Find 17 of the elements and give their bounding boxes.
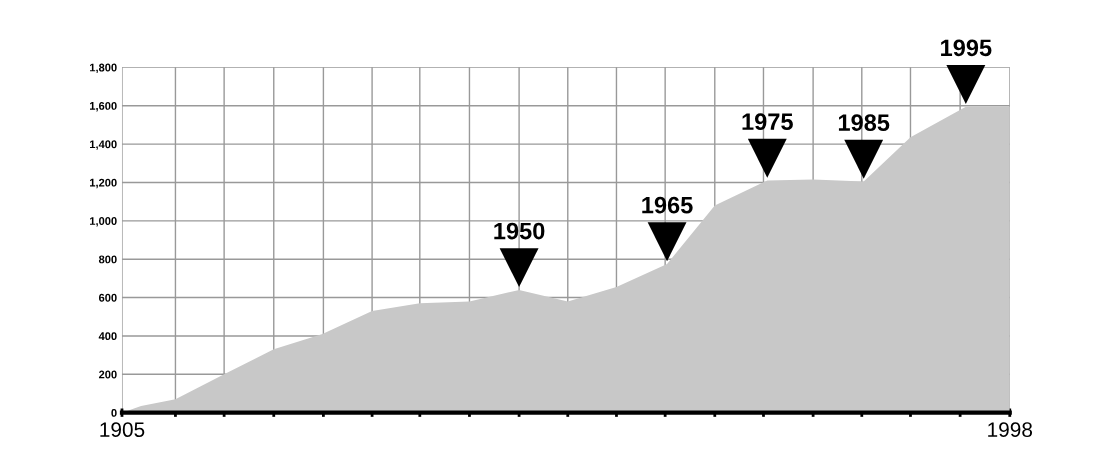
- y-tick-label: 800: [98, 255, 117, 264]
- annotation: 1985: [838, 114, 890, 131]
- y-tick-label: 200: [98, 370, 117, 379]
- annotation: 1950: [494, 222, 545, 240]
- annotation: 1995: [941, 39, 992, 57]
- y-tick-label: 1,400: [90, 140, 117, 150]
- y-tick-label: 400: [98, 332, 117, 341]
- x-tick-label: 1905: [100, 422, 145, 438]
- annotation: 1965: [642, 196, 693, 214]
- y-tick-label: 1,600: [90, 101, 117, 112]
- annotation: 1975: [742, 113, 793, 131]
- y-tick-label: 600: [98, 293, 117, 302]
- y-tick-label: 1,800: [90, 63, 117, 74]
- y-tick-label: 1,200: [90, 178, 117, 189]
- x-tick-label: 1998: [988, 422, 1033, 438]
- y-tick-label: 0: [111, 408, 117, 417]
- y-tick-label: 1,000: [90, 217, 117, 227]
